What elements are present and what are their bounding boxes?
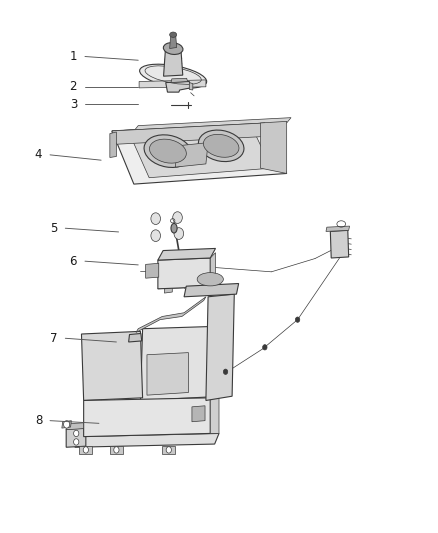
Polygon shape (66, 428, 86, 447)
Polygon shape (66, 423, 84, 430)
Polygon shape (170, 36, 177, 49)
Circle shape (114, 447, 119, 453)
Ellipse shape (197, 272, 223, 286)
Polygon shape (112, 123, 269, 144)
Ellipse shape (203, 134, 239, 157)
Polygon shape (139, 80, 206, 88)
Text: 8: 8 (35, 414, 42, 427)
Polygon shape (129, 334, 142, 342)
Polygon shape (112, 123, 287, 184)
Text: 6: 6 (70, 255, 77, 268)
Polygon shape (189, 83, 193, 90)
Polygon shape (326, 226, 350, 231)
Circle shape (151, 230, 160, 241)
Circle shape (151, 213, 160, 224)
Circle shape (295, 317, 300, 322)
Circle shape (166, 447, 171, 453)
Polygon shape (158, 248, 215, 260)
Ellipse shape (144, 135, 192, 167)
Polygon shape (171, 78, 187, 83)
Polygon shape (81, 332, 143, 400)
Circle shape (83, 447, 88, 453)
Circle shape (74, 439, 79, 445)
Polygon shape (141, 326, 226, 400)
Circle shape (174, 228, 184, 239)
Polygon shape (330, 230, 349, 258)
Polygon shape (210, 395, 219, 433)
Polygon shape (164, 288, 172, 293)
Polygon shape (163, 51, 183, 76)
Text: 1: 1 (70, 50, 77, 63)
Polygon shape (147, 353, 188, 395)
Ellipse shape (149, 139, 186, 163)
Polygon shape (261, 122, 287, 173)
Polygon shape (84, 398, 210, 437)
Polygon shape (158, 258, 210, 289)
Polygon shape (130, 127, 272, 177)
Polygon shape (206, 294, 234, 400)
Circle shape (263, 345, 267, 350)
Polygon shape (79, 446, 92, 454)
Circle shape (173, 212, 182, 223)
Text: 7: 7 (50, 332, 57, 345)
Polygon shape (162, 446, 175, 454)
Polygon shape (75, 433, 219, 447)
Polygon shape (197, 288, 205, 293)
Polygon shape (146, 263, 159, 278)
Circle shape (64, 421, 70, 428)
Polygon shape (184, 284, 239, 297)
Polygon shape (210, 253, 215, 287)
Polygon shape (158, 277, 215, 289)
Polygon shape (110, 132, 117, 158)
Text: 4: 4 (35, 148, 42, 161)
Polygon shape (175, 143, 208, 167)
Ellipse shape (170, 32, 177, 37)
Polygon shape (134, 118, 291, 131)
Polygon shape (192, 406, 205, 422)
Ellipse shape (163, 43, 183, 54)
Ellipse shape (140, 64, 207, 88)
Polygon shape (112, 123, 265, 136)
Polygon shape (110, 446, 123, 454)
Ellipse shape (198, 130, 244, 161)
Circle shape (223, 369, 228, 374)
Text: 5: 5 (50, 222, 57, 235)
Text: 2: 2 (70, 80, 77, 93)
Circle shape (74, 430, 79, 437)
Text: 3: 3 (70, 98, 77, 111)
Polygon shape (166, 82, 191, 92)
Polygon shape (136, 297, 206, 333)
Polygon shape (62, 421, 71, 428)
Ellipse shape (171, 223, 177, 233)
